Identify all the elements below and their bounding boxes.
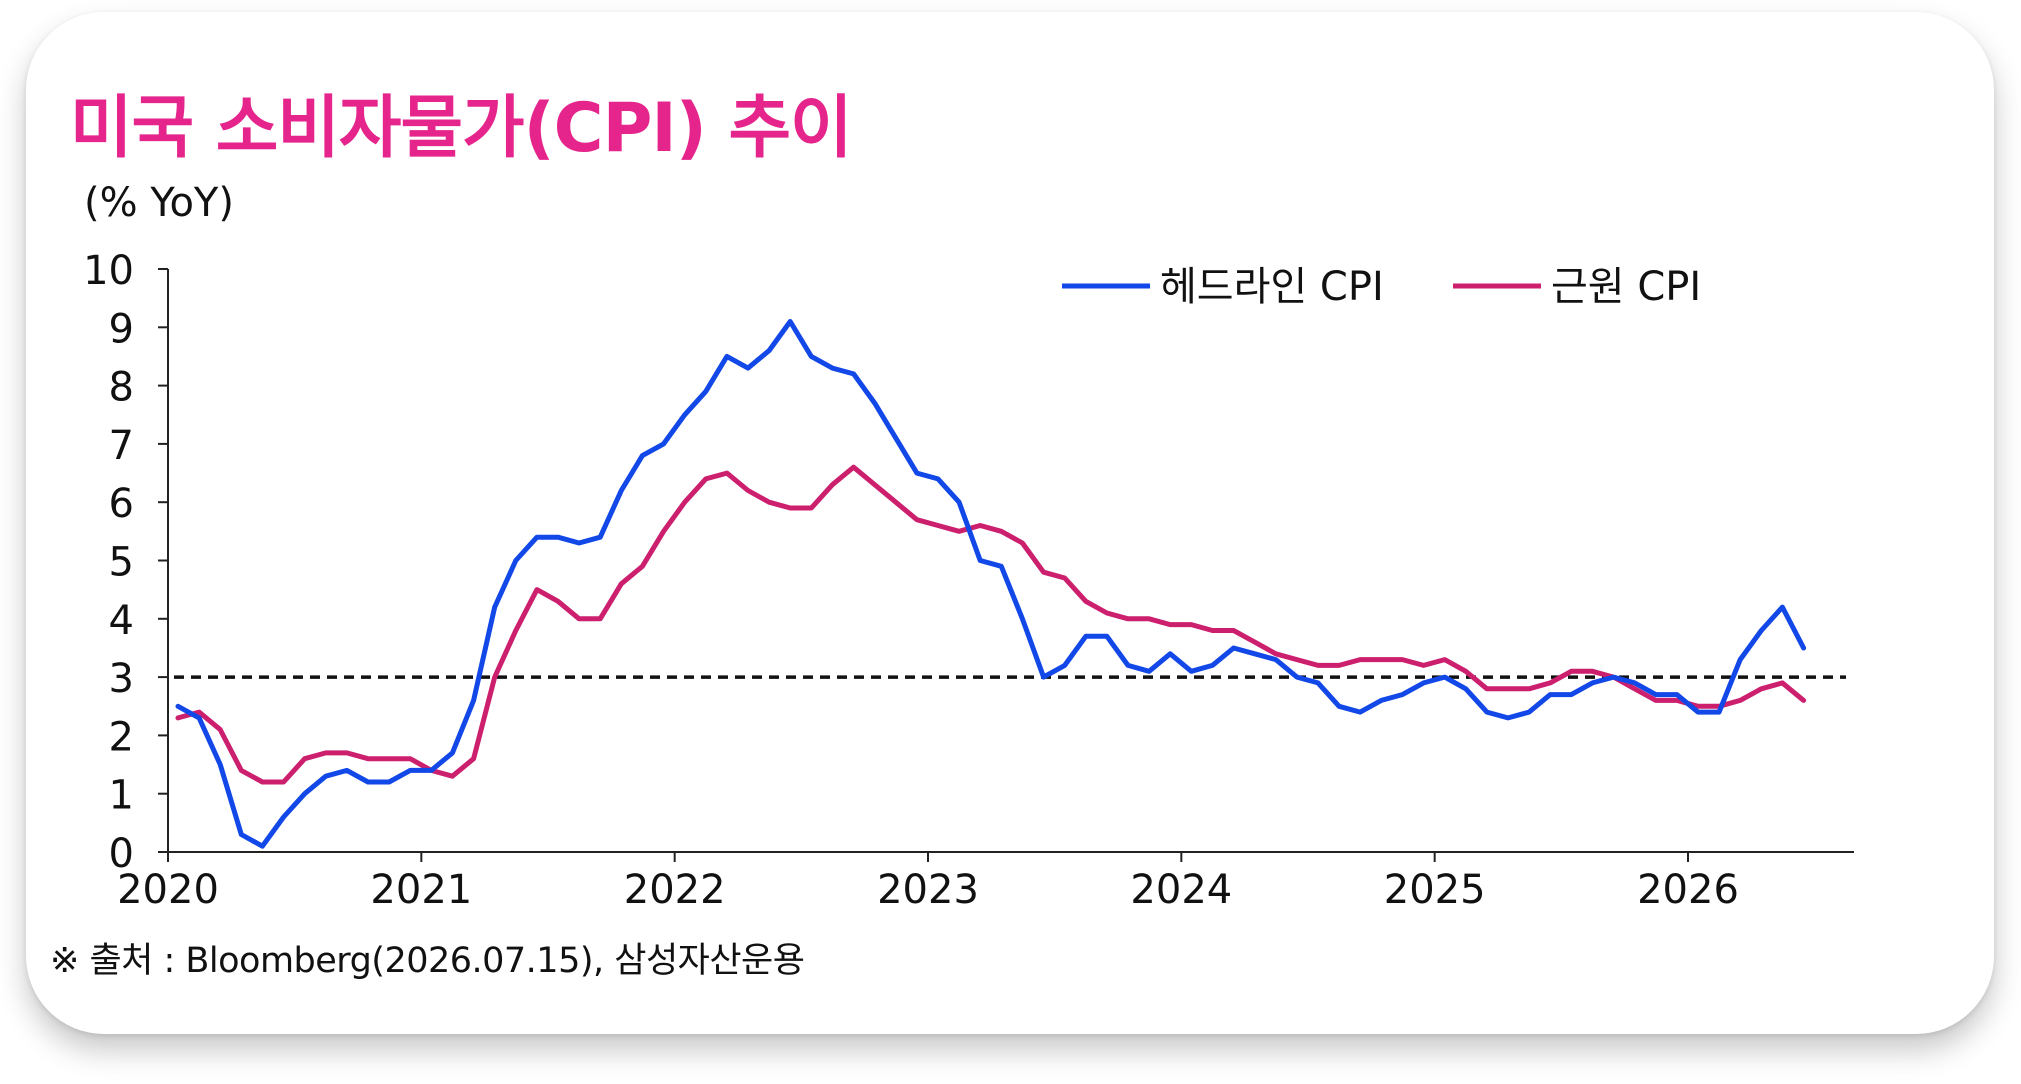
series-line-core-cpi: [175, 464, 1807, 785]
axes-group: 0 1 2 3 4 5 6 7 8 9 10 2020 2021 2022 2023 2024 2025 2026: [83, 248, 1854, 913]
y-tick-label: 4: [109, 598, 134, 644]
x-tick-label: 2024: [1130, 867, 1232, 913]
x-tick-label: 2021: [370, 867, 472, 913]
series-lines-group: [175, 319, 1807, 849]
page-title: 미국 소비자물가(CPI) 추이: [70, 89, 853, 168]
source-note: ※ 출처 : Bloomberg(2026.07.15), 삼성자산운용: [50, 941, 805, 981]
series-line-headline-cpi: [175, 319, 1807, 849]
legend: 헤드라인 CPI 근원 CPI: [1062, 264, 1701, 310]
x-tick-label: 2023: [877, 867, 979, 913]
y-tick-label: 6: [109, 481, 134, 527]
y-tick-label: 7: [109, 423, 134, 469]
x-tick-label: 2026: [1637, 867, 1739, 913]
chart-card: [26, 12, 1994, 1034]
x-tick-label: 2022: [624, 867, 726, 913]
legend-label-headline-cpi: 헤드라인 CPI: [1160, 264, 1384, 310]
y-tick-label: 2: [109, 714, 134, 760]
y-axis-unit-label: (% YoY): [84, 180, 234, 226]
y-tick-label: 10: [83, 248, 134, 294]
x-tick-label: 2020: [117, 867, 219, 913]
y-tick-label: 0: [109, 831, 134, 877]
legend-label-core-cpi: 근원 CPI: [1551, 264, 1701, 310]
y-tick-label: 8: [109, 365, 134, 411]
y-tick-label: 5: [109, 540, 134, 586]
y-tick-label: 9: [109, 306, 134, 352]
y-tick-label: 3: [109, 656, 134, 702]
x-tick-label: 2025: [1384, 867, 1486, 913]
y-tick-label: 1: [109, 773, 134, 819]
